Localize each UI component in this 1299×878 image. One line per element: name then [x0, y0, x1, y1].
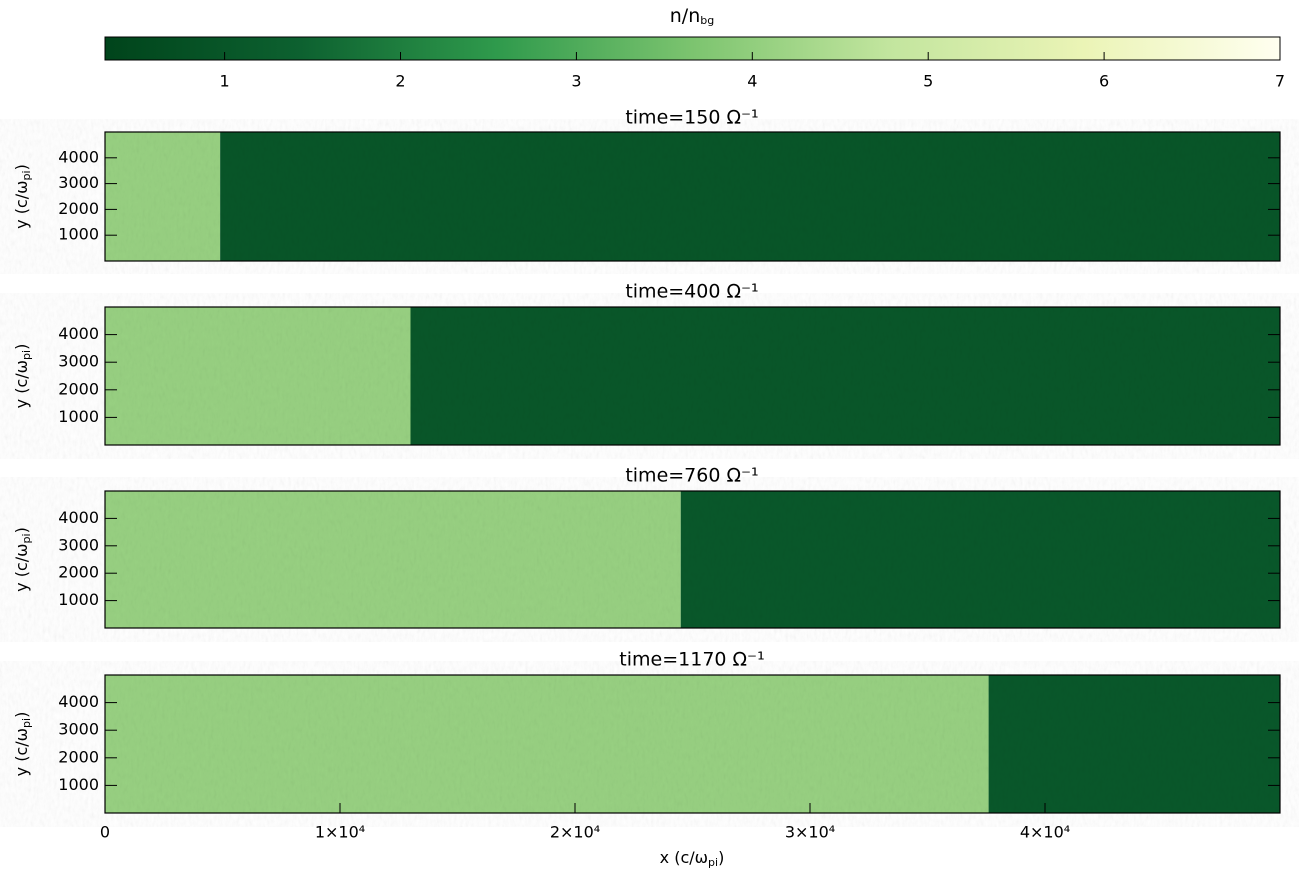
y-axis-label: y (c/ωpi): [12, 164, 34, 229]
colorbar-tick-label: 1: [220, 72, 230, 91]
y-tick-label: 2000: [58, 379, 99, 398]
panel-title: time=760 Ω⁻¹: [625, 465, 758, 487]
panel-frame: [104, 306, 1281, 446]
y-tick-label: 3000: [58, 173, 99, 192]
colorbar-label: n/nbg: [670, 5, 714, 28]
x-tick-label: 0: [100, 823, 110, 842]
x-tick-label: 3×10⁴: [785, 823, 835, 842]
text-part: y (c/ω: [12, 543, 31, 591]
y-tick-label: 2000: [58, 199, 99, 218]
texture: [105, 307, 1280, 445]
y-axis-label: y (c/ωpi): [12, 527, 34, 592]
subscript: pi: [20, 170, 33, 180]
text-part: n/n: [670, 5, 701, 27]
y-tick-label: 4000: [58, 508, 99, 527]
panel-frame: [104, 131, 1281, 262]
colorbar-tick-label: 7: [1275, 72, 1285, 91]
colorbar-tick-label: 2: [395, 72, 405, 91]
y-axis-label: y (c/ωpi): [12, 344, 34, 409]
text-part: x (c/ω: [660, 848, 708, 867]
y-tick-label: 3000: [58, 535, 99, 554]
panel-title: time=400 Ω⁻¹: [625, 281, 758, 303]
subscript: pi: [20, 350, 33, 360]
texture: [105, 132, 1280, 261]
colorbar-tick-label: 5: [923, 72, 933, 91]
panel-frame: [104, 674, 1281, 814]
y-tick-label: 4000: [58, 692, 99, 711]
panel-frame: [104, 490, 1281, 629]
subscript: pi: [20, 718, 33, 728]
texture: [105, 675, 1280, 813]
text-part: ): [12, 344, 31, 350]
colorbar-tick-label: 3: [571, 72, 581, 91]
text-part: y (c/ω: [12, 360, 31, 408]
text-part: y (c/ω: [12, 180, 31, 228]
y-tick-label: 1000: [58, 590, 99, 609]
panel-title: time=1170 Ω⁻¹: [619, 649, 764, 671]
y-tick-label: 1000: [58, 407, 99, 426]
y-tick-label: 1000: [58, 225, 99, 244]
text-part: ): [12, 527, 31, 533]
y-axis-label: y (c/ωpi): [12, 712, 34, 777]
y-tick-label: 4000: [58, 147, 99, 166]
y-tick-label: 1000: [58, 775, 99, 794]
subscript: pi: [20, 533, 33, 543]
y-tick-label: 2000: [58, 747, 99, 766]
colorbar: [104, 36, 1281, 61]
y-tick-label: 3000: [58, 352, 99, 371]
text-part: y (c/ω: [12, 728, 31, 776]
x-axis-label: x (c/ωpi): [660, 848, 725, 870]
subscript: bg: [700, 14, 714, 27]
texture: [105, 491, 1280, 628]
text-part: ): [718, 848, 724, 867]
y-tick-label: 3000: [58, 720, 99, 739]
colorbar-tick-label: 4: [747, 72, 757, 91]
subscript: pi: [708, 856, 718, 869]
panel-title: time=150 Ω⁻¹: [625, 107, 758, 129]
text-part: ): [12, 164, 31, 170]
y-tick-label: 2000: [58, 563, 99, 582]
text-part: ): [12, 712, 31, 718]
x-tick-label: 1×10⁴: [315, 823, 365, 842]
colorbar-tick-label: 6: [1099, 72, 1109, 91]
x-tick-label: 2×10⁴: [550, 823, 600, 842]
x-tick-label: 4×10⁴: [1020, 823, 1070, 842]
y-tick-label: 4000: [58, 324, 99, 343]
